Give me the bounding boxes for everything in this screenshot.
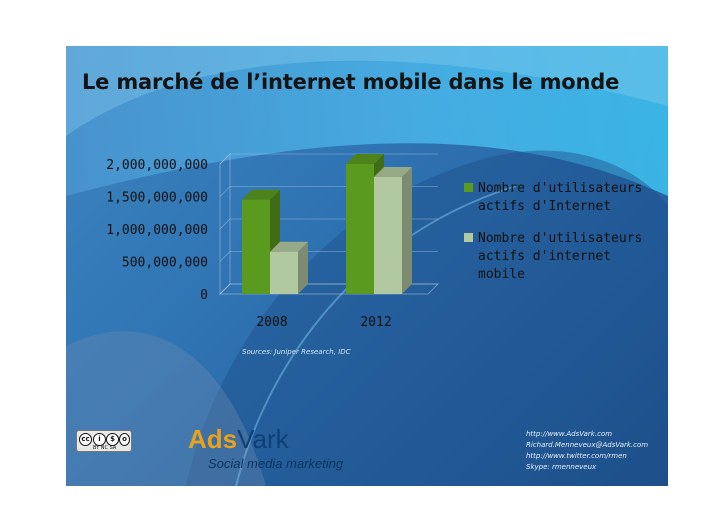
cc-icon: cc — [79, 433, 92, 446]
y-tick-label: 0 — [200, 288, 208, 303]
legend-swatch-mobile — [464, 233, 473, 242]
bar-top — [270, 241, 308, 252]
x-tick-label: 2012 — [360, 315, 391, 330]
bar-2008-internet — [242, 199, 270, 294]
logo-tagline: Social media marketing — [208, 456, 344, 471]
by-icon: i — [93, 433, 106, 446]
legend-item-mobile: Nombre d'utilisateurs actifs d'internet … — [464, 230, 644, 284]
y-tick-label: 1,500,000,000 — [106, 191, 208, 206]
legend-label-line: Nombre d'utilisateurs — [478, 181, 643, 196]
gridline-depth — [219, 218, 231, 230]
y-tick-label: 1,000,000,000 — [106, 223, 208, 238]
bar-top — [374, 167, 412, 177]
contact-skype: Skype: rmenneveux — [526, 463, 597, 471]
cc-license-text: BY NC SA — [93, 445, 117, 451]
chart-legend: Nombre d'utilisateurs actifs d'Internet … — [464, 180, 644, 298]
x-tick-label: 2008 — [256, 315, 287, 330]
cc-license-badge[interactable]: cc i $ o BY NC SA — [76, 430, 132, 452]
slide: Le marché de l’internet mobile dans le m… — [66, 46, 668, 486]
logo-part-vark: Vark — [237, 424, 289, 454]
legend-item-internet: Nombre d'utilisateurs actifs d'Internet — [464, 180, 644, 216]
contact-website[interactable]: http://www.AdsVark.com — [526, 430, 613, 438]
legend-label-line: Nombre d'utilisateurs — [478, 231, 643, 246]
sa-icon: o — [119, 433, 130, 446]
bar-top — [242, 189, 280, 200]
adsvark-logo: AdsVark — [188, 424, 289, 455]
logo-part-ads: Ads — [188, 424, 238, 454]
y-tick-label: 500,000,000 — [122, 256, 208, 271]
source-note: Sources: Juniper Research, IDC — [242, 348, 351, 356]
gridline-depth — [219, 283, 231, 295]
contact-email[interactable]: Richard.Menneveux@AdsVark.com — [526, 441, 649, 449]
legend-label-line: mobile — [478, 267, 525, 282]
y-tick-label: 2,000,000,000 — [106, 158, 208, 173]
contact-info: http://www.AdsVark.com Richard.Menneveux… — [526, 429, 648, 473]
bar-2012-internet — [346, 164, 374, 294]
bar-2008-mobile — [270, 251, 298, 294]
legend-swatch-internet — [464, 183, 473, 192]
slide-background-swirl — [66, 46, 668, 486]
bar-side — [298, 241, 308, 294]
slide-title: Le marché de l’internet mobile dans le m… — [82, 70, 620, 94]
bar-2012-mobile — [374, 177, 402, 294]
contact-twitter[interactable]: http://www.twitter.com/rmen — [526, 452, 627, 460]
nc-icon: $ — [106, 433, 119, 446]
gridline-depth — [219, 153, 231, 165]
legend-label-line: actifs d'Internet — [478, 199, 612, 214]
bar-top — [346, 154, 384, 164]
legend-label-line: actifs d'internet — [478, 249, 612, 264]
gridline-depth — [219, 186, 231, 197]
bar-side — [402, 167, 412, 294]
gridline-depth — [219, 251, 231, 262]
bar-chart: 0 500,000,000 1,000,000,000 1,500,000,000 2,… — [106, 152, 440, 330]
